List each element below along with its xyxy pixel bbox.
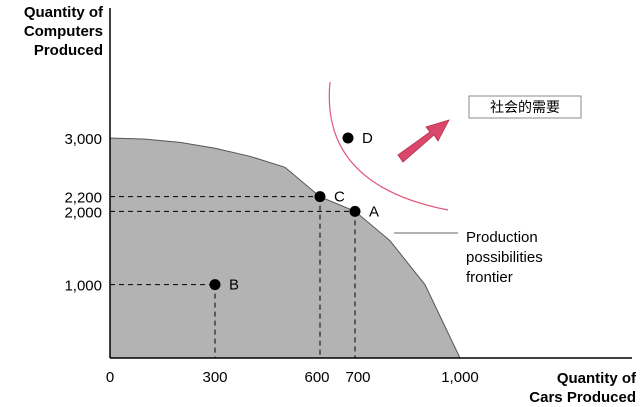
y-axis-title-line-1: Quantity of: [24, 4, 104, 21]
point-c: [314, 191, 326, 203]
x-tick-700: 700: [345, 369, 370, 386]
x-tick-300: 300: [202, 369, 227, 386]
y-axis-title-line-2: Computers: [24, 23, 103, 40]
frontier-area: [110, 138, 460, 358]
y-tick-2000: 2,000: [64, 204, 102, 221]
frontier-annotation-line-3: frontier: [466, 269, 513, 286]
x-tick-0: 0: [106, 369, 114, 386]
society-box-text: 社会的需要: [490, 100, 560, 116]
x-tick-1000: 1,000: [441, 369, 479, 386]
x-axis-title-line-1: Quantity of: [557, 370, 637, 387]
arrow-icon: [397, 119, 450, 163]
annotations: [328, 81, 582, 234]
point-label-d: D: [362, 130, 373, 147]
point-a: [349, 205, 361, 217]
frontier-curve: [109, 137, 461, 359]
point-label-a: A: [369, 203, 379, 220]
y-axis-title-line-3: Produced: [34, 42, 103, 59]
point-b: [209, 279, 221, 291]
frontier-annotation-line-1: Production: [466, 229, 538, 246]
x-tick-600: 600: [304, 369, 329, 386]
point-d: [342, 132, 354, 144]
point-label-b: B: [229, 277, 239, 294]
x-axis-title-line-2: Cars Produced: [529, 389, 636, 406]
y-tick-3000: 3,000: [64, 131, 102, 148]
demand-arc: [328, 81, 449, 211]
point-label-c: C: [334, 189, 345, 206]
y-tick-1000: 1,000: [64, 278, 102, 295]
frontier-annotation-line-2: possibilities: [466, 249, 543, 266]
y-tick-2200: 2,200: [64, 190, 102, 207]
plot-area: [109, 8, 632, 359]
society-box: [468, 95, 582, 119]
